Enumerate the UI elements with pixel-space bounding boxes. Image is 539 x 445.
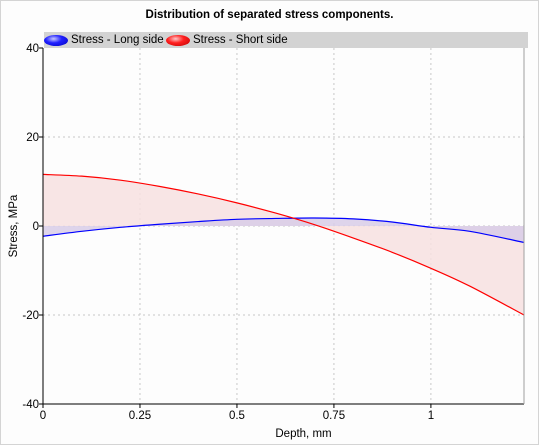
chart-title: Distribution of separated stress compone… — [145, 9, 394, 21]
series-line-0 — [42, 217, 525, 244]
series-line-1 — [42, 173, 525, 316]
legend-swatch-long-side-icon — [44, 34, 68, 46]
y-tick-label: 0 — [33, 221, 39, 233]
y-tick-label: -20 — [22, 310, 39, 322]
x-tick-label: 0.5 — [229, 410, 245, 422]
y-tick-label: 40 — [26, 43, 39, 55]
x-tick-label: 0 — [40, 410, 46, 422]
y-tick-label: 20 — [26, 132, 39, 144]
legend-label-short-side: Stress - Short side — [193, 34, 288, 46]
legend: Stress - Long side Stress - Short side — [44, 32, 528, 48]
legend-item-short-side[interactable]: Stress - Short side — [166, 32, 288, 48]
x-tick-label: 1 — [428, 410, 434, 422]
x-axis-label: Depth, mm — [275, 428, 331, 440]
legend-item-long-side[interactable]: Stress - Long side — [44, 32, 164, 48]
legend-swatch-short-side-icon — [166, 34, 190, 46]
y-tick-label: -40 — [22, 399, 39, 411]
series-area-1 — [43, 174, 524, 315]
y-axis-label: Stress, MPa — [8, 194, 20, 257]
legend-label-long-side: Stress - Long side — [71, 34, 164, 46]
x-tick-label: 0.25 — [129, 410, 151, 422]
x-tick-label: 0.75 — [323, 410, 345, 422]
